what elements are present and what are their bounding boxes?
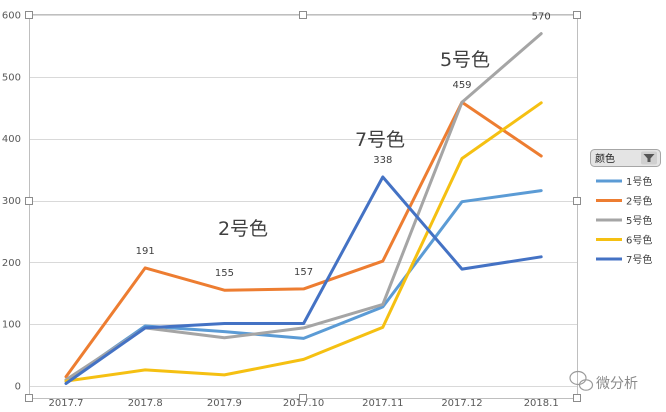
- legend-title: 颜色: [595, 152, 615, 165]
- filter-icon: [641, 151, 657, 165]
- data-label: 157: [294, 267, 313, 278]
- watermark-text: 微分析: [596, 376, 638, 392]
- y-tick-label: 100: [2, 320, 21, 331]
- resize-handle-tl[interactable]: [25, 11, 33, 19]
- data-label: 155: [215, 268, 234, 279]
- annotation-2hao: 2号色: [218, 218, 268, 240]
- series-line-2[interactable]: [64, 100, 543, 379]
- legend-label: 5号色: [626, 214, 652, 227]
- resize-handle-tm[interactable]: [299, 11, 307, 19]
- x-tick-label: 2017.9: [207, 398, 242, 409]
- data-label: 338: [373, 155, 392, 166]
- y-tick-label: 400: [2, 134, 21, 145]
- selection-handles[interactable]: [25, 11, 581, 402]
- resize-handle-mr[interactable]: [573, 197, 581, 205]
- y-tick-label: 600: [2, 11, 21, 22]
- series-line-5[interactable]: [64, 175, 543, 385]
- y-tick-label: 0: [15, 382, 21, 393]
- resize-handle-tr[interactable]: [573, 11, 581, 19]
- x-tick-label: 2017.11: [362, 398, 403, 409]
- series-line-1[interactable]: [64, 189, 543, 383]
- gridlines: [30, 15, 577, 387]
- resize-handle-ml[interactable]: [25, 197, 33, 205]
- resize-handle-br[interactable]: [573, 394, 581, 402]
- y-tick-label: 300: [2, 196, 21, 207]
- legend-label: 1号色: [626, 175, 652, 188]
- resize-handle-bm[interactable]: [299, 394, 307, 402]
- series-line-4[interactable]: [64, 101, 543, 383]
- watermark: 微分析: [569, 370, 638, 392]
- legend-label: 6号色: [626, 234, 652, 247]
- annotation-7hao: 7号色: [355, 129, 405, 151]
- legend: 颜色 1号色 2号色 5号色 6号色 7号色: [590, 149, 661, 266]
- data-label: 459: [452, 80, 471, 91]
- legend-items: 1号色 2号色 5号色 6号色 7号色: [596, 175, 652, 266]
- y-tick-label: 200: [2, 258, 21, 269]
- legend-label: 7号色: [626, 253, 652, 266]
- legend-label: 2号色: [626, 195, 652, 208]
- x-axis: 2017.7 2017.8 2017.9 2017.10 2017.11 2017.12 2…: [49, 398, 559, 409]
- y-tick-label: 500: [2, 72, 21, 83]
- x-tick-label: 2017.8: [128, 398, 163, 409]
- legend-filter-button[interactable]: 颜色: [590, 149, 661, 167]
- x-tick-label: 2017.12: [441, 398, 482, 409]
- x-tick-label: 2018.1: [524, 398, 559, 409]
- wechat-icon: [569, 370, 594, 391]
- x-tick-label: 2017.7: [49, 398, 84, 409]
- data-label: 570: [532, 12, 551, 23]
- data-labels: 191 155 157 338 459 570: [136, 12, 551, 280]
- annotation-5hao: 5号色: [440, 49, 490, 71]
- x-tick-label: 2017.10: [283, 398, 324, 409]
- series-lines: [64, 32, 543, 385]
- y-axis: 0 100 200 300 400 500 600: [2, 11, 21, 393]
- resize-handle-bl[interactable]: [25, 394, 33, 402]
- data-label: 191: [136, 246, 155, 257]
